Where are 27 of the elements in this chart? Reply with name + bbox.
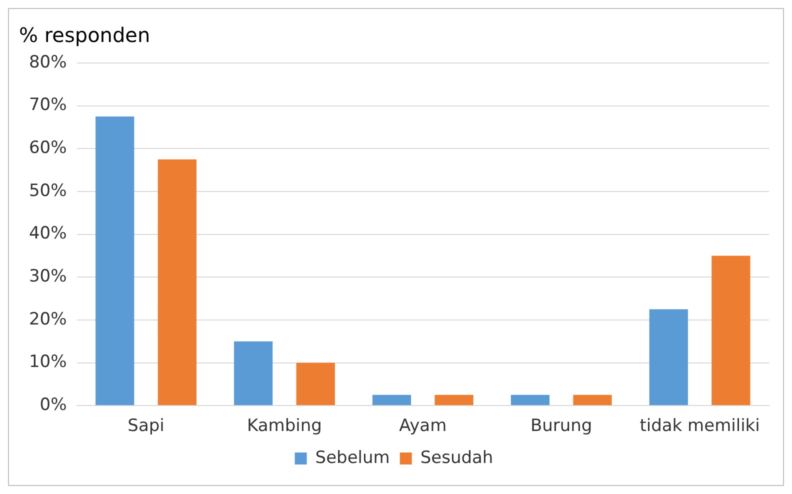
bar	[234, 341, 273, 406]
bar	[573, 394, 612, 406]
bar	[712, 256, 750, 406]
y-tick-label: 20%	[28, 309, 67, 330]
x-tick-label: Sapi	[128, 416, 164, 436]
y-tick-label: 40%	[28, 224, 67, 244]
x-tick-label: Burung	[530, 416, 592, 436]
y-tick-label: 30%	[28, 266, 67, 287]
bar	[296, 362, 335, 406]
x-tick-label: Ayam	[399, 416, 447, 436]
y-tick-label: 50%	[28, 180, 67, 201]
y-tick-label: 0%	[40, 395, 67, 416]
legend-label: Sesudah	[420, 448, 494, 468]
y-tick-label: 60%	[28, 138, 67, 158]
bar	[372, 394, 412, 406]
y-axis-title: % responden	[19, 23, 150, 48]
legend-label: Sebelum	[315, 448, 390, 468]
bar	[96, 116, 134, 406]
x-tick-label: Kambing	[246, 416, 322, 436]
bar	[510, 394, 550, 406]
bar	[649, 309, 688, 406]
x-tick-label: tidak memiliki	[640, 416, 760, 436]
y-tick-label: 10%	[28, 352, 67, 372]
y-tick-label: 70%	[28, 95, 67, 116]
y-tick-label: 80%	[28, 52, 67, 72]
bar	[434, 394, 474, 406]
bar	[158, 159, 196, 406]
